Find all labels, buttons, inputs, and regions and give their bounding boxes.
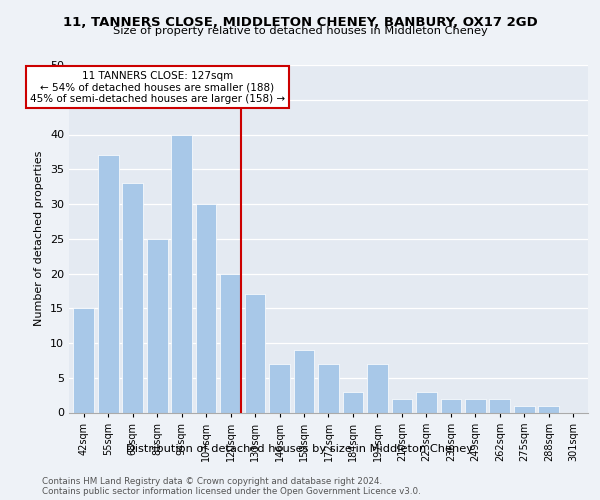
- Bar: [269, 364, 290, 412]
- Bar: [514, 406, 535, 412]
- Text: 11, TANNERS CLOSE, MIDDLETON CHENEY, BANBURY, OX17 2GD: 11, TANNERS CLOSE, MIDDLETON CHENEY, BAN…: [62, 16, 538, 29]
- Bar: [416, 392, 437, 412]
- Bar: [293, 350, 314, 412]
- Bar: [196, 204, 217, 412]
- Bar: [245, 294, 265, 412]
- Bar: [343, 392, 364, 412]
- Bar: [538, 406, 559, 412]
- Bar: [171, 134, 192, 412]
- Bar: [73, 308, 94, 412]
- Text: Contains HM Land Registry data © Crown copyright and database right 2024.: Contains HM Land Registry data © Crown c…: [42, 478, 382, 486]
- Bar: [122, 183, 143, 412]
- Text: Size of property relative to detached houses in Middleton Cheney: Size of property relative to detached ho…: [113, 26, 487, 36]
- Bar: [367, 364, 388, 412]
- Bar: [392, 398, 412, 412]
- Bar: [440, 398, 461, 412]
- Y-axis label: Number of detached properties: Number of detached properties: [34, 151, 44, 326]
- Bar: [147, 239, 167, 412]
- Text: 11 TANNERS CLOSE: 127sqm
← 54% of detached houses are smaller (188)
45% of semi-: 11 TANNERS CLOSE: 127sqm ← 54% of detach…: [30, 70, 285, 104]
- Text: Distribution of detached houses by size in Middleton Cheney: Distribution of detached houses by size …: [127, 444, 473, 454]
- Bar: [98, 156, 119, 412]
- Text: Contains public sector information licensed under the Open Government Licence v3: Contains public sector information licen…: [42, 487, 421, 496]
- Bar: [220, 274, 241, 412]
- Bar: [490, 398, 510, 412]
- Bar: [465, 398, 486, 412]
- Bar: [318, 364, 339, 412]
